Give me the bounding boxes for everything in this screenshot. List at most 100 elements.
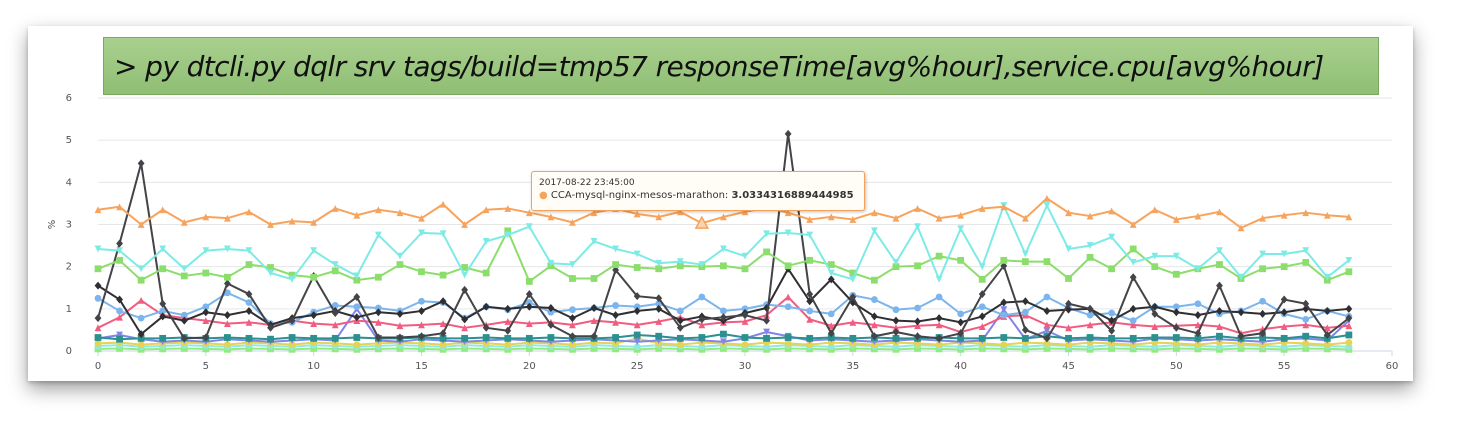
data-point[interactable]: [978, 334, 986, 342]
data-point[interactable]: [676, 208, 684, 216]
data-point[interactable]: [116, 239, 123, 248]
data-point[interactable]: [1216, 208, 1223, 216]
data-point[interactable]: [1065, 299, 1072, 308]
data-point[interactable]: [1021, 258, 1029, 266]
data-point[interactable]: [1345, 322, 1353, 330]
data-point[interactable]: [116, 203, 123, 211]
data-point[interactable]: [590, 332, 598, 341]
data-point[interactable]: [482, 334, 490, 341]
data-point[interactable]: [137, 276, 145, 284]
data-point[interactable]: [1194, 329, 1202, 338]
data-point[interactable]: [827, 261, 835, 268]
data-point[interactable]: [1302, 315, 1310, 323]
data-point[interactable]: [1259, 250, 1266, 258]
data-point[interactable]: [1172, 308, 1180, 317]
data-point[interactable]: [957, 310, 965, 318]
data-point[interactable]: [224, 289, 231, 297]
data-point[interactable]: [1000, 334, 1008, 341]
data-point[interactable]: [914, 223, 921, 231]
data-point[interactable]: [504, 231, 512, 239]
data-point[interactable]: [267, 269, 274, 277]
data-point[interactable]: [741, 252, 749, 260]
data-point[interactable]: [137, 334, 145, 342]
data-point[interactable]: [1172, 340, 1180, 347]
data-point[interactable]: [1129, 321, 1137, 329]
data-point[interactable]: [547, 213, 555, 221]
data-point[interactable]: [1065, 324, 1072, 332]
data-point[interactable]: [957, 225, 965, 233]
data-point[interactable]: [1172, 252, 1180, 260]
data-point[interactable]: [633, 303, 641, 311]
data-point[interactable]: [224, 311, 231, 320]
data-point[interactable]: [525, 334, 533, 342]
data-point[interactable]: [1021, 297, 1029, 306]
data-point[interactable]: [374, 273, 382, 281]
data-point[interactable]: [245, 261, 253, 268]
data-point[interactable]: [1302, 259, 1310, 266]
data-point[interactable]: [957, 211, 965, 219]
data-point[interactable]: [547, 320, 555, 329]
data-point[interactable]: [159, 312, 167, 321]
data-point[interactable]: [957, 318, 965, 327]
data-point[interactable]: [482, 302, 490, 311]
data-point[interactable]: [806, 341, 814, 349]
data-point[interactable]: [871, 321, 878, 329]
data-point[interactable]: [1172, 323, 1180, 332]
data-point[interactable]: [180, 272, 188, 280]
data-point[interactable]: [224, 334, 231, 341]
data-point[interactable]: [1108, 309, 1116, 317]
data-point[interactable]: [569, 306, 576, 314]
data-point[interactable]: [1151, 252, 1159, 260]
data-point[interactable]: [439, 334, 447, 342]
data-point[interactable]: [1302, 209, 1310, 217]
data-point[interactable]: [698, 293, 706, 301]
data-point[interactable]: [763, 334, 770, 342]
data-point[interactable]: [1259, 265, 1266, 273]
data-point[interactable]: [461, 334, 469, 342]
data-point[interactable]: [396, 261, 404, 268]
data-point[interactable]: [1194, 300, 1202, 308]
data-point[interactable]: [612, 266, 619, 275]
data-point[interactable]: [720, 213, 727, 221]
data-point[interactable]: [418, 306, 425, 315]
data-point[interactable]: [482, 323, 490, 332]
data-point[interactable]: [1086, 253, 1094, 261]
data-point[interactable]: [1108, 207, 1116, 215]
data-point[interactable]: [676, 334, 684, 342]
data-point[interactable]: [978, 303, 986, 311]
data-point[interactable]: [1129, 334, 1137, 342]
data-point[interactable]: [1259, 329, 1266, 338]
data-point[interactable]: [461, 271, 469, 279]
data-point[interactable]: [1021, 250, 1029, 258]
data-point[interactable]: [504, 227, 512, 235]
data-point[interactable]: [698, 334, 706, 341]
data-point[interactable]: [871, 276, 878, 284]
data-point[interactable]: [569, 261, 576, 268]
data-point[interactable]: [1129, 304, 1137, 313]
data-point[interactable]: [892, 214, 900, 222]
data-point[interactable]: [482, 269, 490, 277]
data-point[interactable]: [331, 261, 339, 268]
data-point[interactable]: [1237, 273, 1245, 281]
data-point[interactable]: [180, 218, 188, 226]
data-point[interactable]: [978, 205, 986, 212]
data-point[interactable]: [525, 302, 533, 311]
data-point[interactable]: [94, 294, 102, 302]
data-point[interactable]: [224, 214, 231, 222]
data-point[interactable]: [353, 272, 361, 280]
data-point[interactable]: [1000, 311, 1008, 319]
data-point[interactable]: [310, 311, 318, 320]
data-point[interactable]: [504, 326, 512, 335]
data-point[interactable]: [116, 247, 123, 255]
data-point[interactable]: [1194, 212, 1202, 220]
data-point[interactable]: [267, 264, 274, 271]
data-point[interactable]: [935, 275, 943, 283]
data-point[interactable]: [116, 313, 123, 321]
data-point[interactable]: [806, 297, 814, 306]
data-point[interactable]: [1280, 334, 1288, 342]
data-point[interactable]: [374, 206, 382, 214]
data-point[interactable]: [935, 252, 943, 260]
data-point[interactable]: [116, 331, 123, 339]
data-point[interactable]: [806, 256, 814, 264]
data-point[interactable]: [569, 218, 576, 226]
